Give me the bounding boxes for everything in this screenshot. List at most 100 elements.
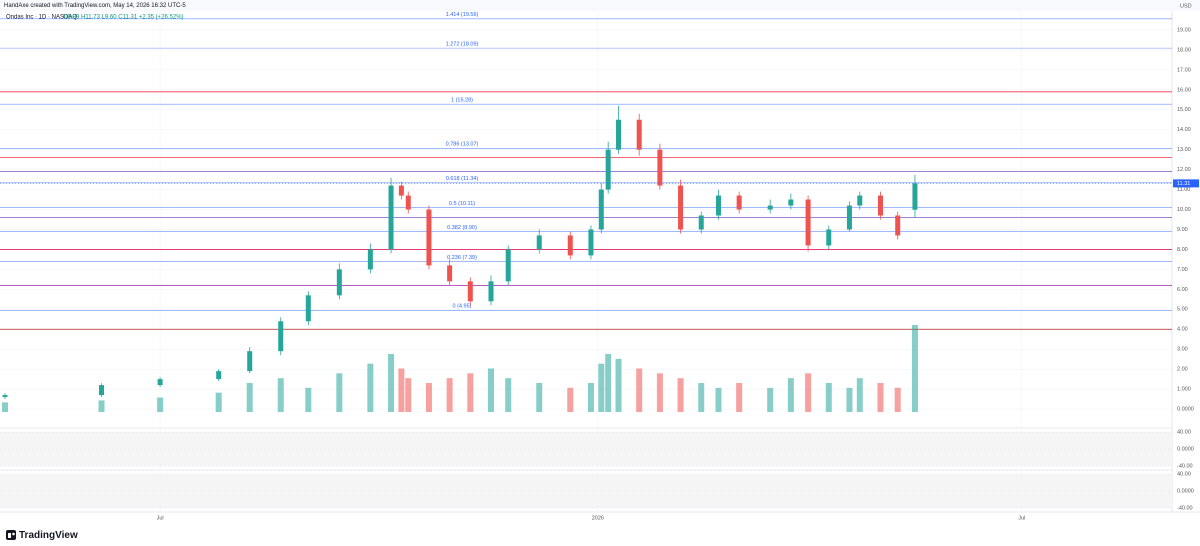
volume-bar <box>698 383 705 412</box>
candle-body <box>788 199 794 206</box>
candle-body <box>846 205 852 230</box>
y-tick-label: 17.00 <box>1177 67 1191 73</box>
candle-body <box>912 183 918 210</box>
volume-bar <box>767 387 774 412</box>
candle-body <box>805 199 811 246</box>
volume-bar <box>677 378 684 412</box>
y-tick-label: 1.000 <box>1177 387 1191 393</box>
candle-body <box>598 189 604 230</box>
candle-body <box>657 149 663 186</box>
volume-bar <box>856 378 863 412</box>
candle-body <box>278 321 284 352</box>
candle-body <box>305 295 311 322</box>
volume-bar <box>567 387 574 412</box>
candle-body <box>447 265 453 282</box>
logo-icon <box>6 530 16 540</box>
candle-body <box>99 385 105 396</box>
y-tick-label: 19.00 <box>1177 27 1191 33</box>
volume-bar <box>805 373 812 412</box>
credit: HandAxe created with TradingView.com, Ma… <box>4 3 186 9</box>
volume-bar <box>2 402 8 412</box>
candle-body <box>216 371 222 380</box>
y-tick-label: 8.00 <box>1177 247 1188 253</box>
volume-bar <box>487 368 494 412</box>
ohlc: O9.99 H11.73 L9.60 C11.31 +2.35 (+26.52%… <box>63 15 184 21</box>
volume-bar <box>157 397 164 412</box>
candle-body <box>536 235 542 250</box>
candle-body <box>467 281 473 302</box>
candle-body <box>247 351 253 372</box>
y-tick-label: 9.00 <box>1177 227 1188 233</box>
x-tick-label: Jul <box>157 515 164 521</box>
candle-body <box>367 249 373 270</box>
y-tick-label: -40.00 <box>1177 463 1193 469</box>
volume-bar <box>505 378 512 412</box>
candle-body <box>605 149 611 190</box>
y-tick-label: 2.00 <box>1177 367 1188 373</box>
candle-body <box>567 235 573 256</box>
volume-bar <box>598 363 605 412</box>
volume-bar <box>825 383 832 412</box>
candle-body <box>895 215 901 236</box>
y-tick-label: 12.00 <box>1177 167 1191 173</box>
fib-label: 0.618 (11.34) <box>446 176 478 182</box>
volume-bar <box>587 383 594 412</box>
y-tick-label: 40.00 <box>1177 471 1191 477</box>
volume-bar <box>388 354 395 412</box>
x-tick-label: Jul <box>1018 515 1025 521</box>
y-tick-label: 16.00 <box>1177 87 1191 93</box>
volume-bar <box>398 368 405 412</box>
volume-bar <box>425 383 432 412</box>
candle-body <box>405 195 411 210</box>
candle-body <box>588 229 594 256</box>
candle-body <box>488 281 494 302</box>
candle-body <box>2 395 8 398</box>
candle-body <box>398 185 404 196</box>
footer <box>0 525 1200 546</box>
y-tick-label: 10.00 <box>1177 207 1191 213</box>
fib-label: 0 (4.95) <box>453 304 472 310</box>
fib-label: 0.786 (13.07) <box>446 142 479 148</box>
volume-bar <box>911 325 918 412</box>
y-tick-label: 14.00 <box>1177 127 1191 133</box>
candle-body <box>636 119 642 150</box>
candle-body <box>616 119 622 150</box>
volume-bar <box>367 363 374 412</box>
y-tick-label: 4.00 <box>1177 327 1188 333</box>
candle-body <box>426 209 432 266</box>
volume-bar <box>736 383 743 412</box>
y-tick-label: 40.00 <box>1177 429 1191 435</box>
y-tick-label: -40.00 <box>1177 505 1193 511</box>
candle-body <box>767 205 773 210</box>
volume-bar <box>336 373 343 412</box>
volume-bar <box>605 354 612 412</box>
y-tick-label: 3.00 <box>1177 347 1188 353</box>
price-tag <box>1173 179 1199 188</box>
fib-label: 1.414 (19.56) <box>446 12 479 18</box>
y-tick-label: 11.00 <box>1177 187 1190 193</box>
volume-bar <box>98 400 105 412</box>
volume-bar <box>615 358 622 412</box>
candle-body <box>857 195 863 206</box>
volume-bar <box>405 378 412 412</box>
volume-bar <box>787 378 794 412</box>
y-tick-label: 15.00 <box>1177 107 1191 113</box>
y-tick-label: 0.0000 <box>1177 488 1194 494</box>
y-tick-label: 5.00 <box>1177 307 1188 313</box>
y-tick-label: 6.00 <box>1177 287 1188 293</box>
candle-body <box>715 195 721 216</box>
candle-body <box>157 379 163 386</box>
y-tick-label: 13.00 <box>1177 147 1191 153</box>
volume-bar <box>215 392 222 412</box>
volume-bar <box>305 387 312 412</box>
fib-label: 1 (15.28) <box>451 98 473 104</box>
fib-label: 0.382 (8.90) <box>447 225 477 231</box>
volume-bar <box>656 373 663 412</box>
fib-label: 1.272 (18.09) <box>446 42 479 48</box>
volume-bar <box>894 387 901 412</box>
candle-body <box>826 229 832 246</box>
candle-body <box>698 215 704 230</box>
volume-bar <box>877 383 884 412</box>
fib-label: 0.236 (7.39) <box>447 255 477 261</box>
candle-body <box>736 195 742 210</box>
